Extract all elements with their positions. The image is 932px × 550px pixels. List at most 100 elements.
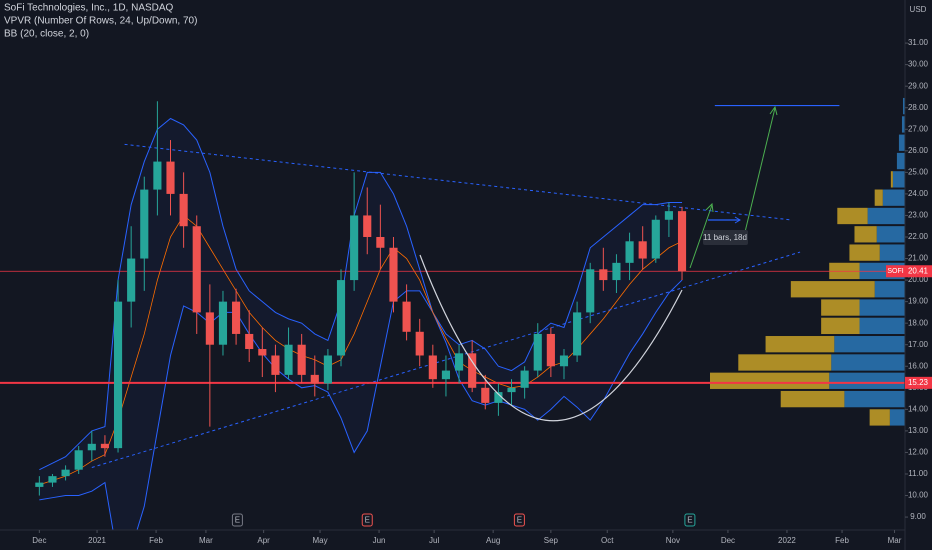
candle-body bbox=[323, 355, 332, 384]
candle-body bbox=[100, 443, 109, 449]
vp-up bbox=[859, 317, 905, 335]
symbol-label: SOFI bbox=[887, 268, 903, 275]
currency-label: USD bbox=[910, 5, 927, 14]
y-tick-label: 23.00 bbox=[908, 211, 929, 220]
y-tick-label: 12.00 bbox=[908, 448, 929, 457]
vp-up bbox=[901, 116, 905, 133]
y-tick-label: 28.00 bbox=[908, 103, 929, 112]
candle-body bbox=[520, 370, 529, 388]
candle-body bbox=[625, 241, 634, 263]
candle-body bbox=[533, 333, 542, 371]
candle-body bbox=[441, 370, 451, 380]
y-tick-label: 29.00 bbox=[908, 81, 929, 90]
candle-body bbox=[402, 301, 411, 332]
candle-body bbox=[507, 387, 516, 393]
earnings-marker bbox=[513, 513, 525, 527]
symbol-title: SoFi Technologies, Inc., 1D, NASDAQ bbox=[4, 3, 174, 14]
candle-body bbox=[153, 161, 162, 190]
y-tick-label: 14.00 bbox=[908, 404, 929, 413]
y-tick-label: 10.00 bbox=[908, 491, 929, 500]
vp-up bbox=[892, 171, 905, 188]
y-tick-label: 13.00 bbox=[908, 426, 929, 435]
arrow-head bbox=[705, 202, 714, 213]
candle-body bbox=[336, 280, 346, 356]
indicator-label: VPVR (Number Of Rows, 24, Up/Down, 70) bbox=[4, 16, 197, 27]
y-tick-label: 9.00 bbox=[910, 512, 926, 521]
vp-up bbox=[889, 409, 905, 426]
x-tick-label: Jun bbox=[373, 536, 386, 545]
earnings-marker bbox=[361, 513, 373, 527]
drawings: 11 bars, 18d bbox=[419, 105, 778, 422]
vp-down bbox=[837, 207, 868, 225]
x-tick-label: Aug bbox=[486, 536, 500, 545]
x-tick-label: Oct bbox=[601, 536, 614, 545]
vp-up bbox=[882, 189, 905, 206]
candle-body bbox=[363, 215, 372, 237]
bb-fill bbox=[39, 118, 683, 530]
candle-body bbox=[87, 443, 96, 451]
annotation: 11 bars, 18d bbox=[703, 233, 747, 242]
vp-up bbox=[834, 336, 905, 353]
y-tick-label: 25.00 bbox=[908, 167, 929, 176]
vp-down bbox=[849, 244, 880, 261]
candle-body bbox=[74, 450, 83, 470]
x-tick-label: Mar bbox=[199, 536, 213, 545]
y-tick-label: 27.00 bbox=[908, 124, 929, 133]
candle-body bbox=[35, 482, 44, 487]
candle-body bbox=[218, 301, 228, 345]
arrow-head bbox=[734, 216, 741, 224]
y-tick-label: 22.00 bbox=[908, 232, 929, 241]
vp-up bbox=[829, 372, 905, 389]
x-tick-label: Sep bbox=[544, 536, 559, 545]
candle-body bbox=[468, 353, 477, 388]
x-tick-label: 2021 bbox=[88, 536, 106, 545]
vp-down bbox=[780, 390, 845, 408]
x-tick-label: May bbox=[312, 536, 327, 545]
earnings-label: E bbox=[517, 516, 522, 525]
earnings-marker bbox=[684, 513, 696, 527]
vp-down bbox=[874, 189, 883, 206]
candle-body bbox=[284, 344, 293, 375]
earnings-marker bbox=[231, 513, 243, 527]
x-tick-label: Mar bbox=[888, 536, 902, 545]
vp-down bbox=[821, 317, 860, 335]
candle-body bbox=[166, 161, 175, 194]
y-tick-label: 31.00 bbox=[908, 38, 929, 47]
earnings-label: E bbox=[687, 516, 692, 525]
y-tick-label: 24.00 bbox=[908, 189, 929, 198]
vp-up bbox=[867, 207, 905, 225]
candle-body bbox=[664, 211, 673, 220]
y-tick-label: 19.00 bbox=[908, 297, 929, 306]
vp-down bbox=[890, 171, 893, 188]
vp-up bbox=[874, 281, 905, 298]
price-label: 20.41 bbox=[908, 266, 929, 275]
candle-body bbox=[205, 312, 214, 345]
annotation-box bbox=[703, 230, 748, 245]
candle-body bbox=[192, 226, 201, 313]
arrow-line bbox=[689, 204, 713, 269]
candle-body bbox=[546, 333, 555, 367]
candle-body bbox=[297, 344, 306, 375]
candle-body bbox=[677, 211, 687, 272]
candle-body bbox=[245, 333, 254, 350]
vp-down bbox=[710, 372, 830, 389]
candle-body bbox=[310, 374, 319, 384]
vp-down bbox=[765, 336, 835, 353]
candle-body bbox=[415, 331, 424, 356]
candle-body bbox=[232, 301, 241, 334]
vp-up bbox=[896, 152, 905, 170]
candle-body bbox=[559, 355, 569, 367]
cup-curve bbox=[419, 254, 683, 422]
candle-body bbox=[376, 236, 385, 248]
y-tick-label: 30.00 bbox=[908, 60, 929, 69]
vp-up bbox=[831, 354, 905, 371]
x-tick-label: Apr bbox=[257, 536, 270, 545]
indicator-label: BB (20, close, 2, 0) bbox=[4, 29, 89, 40]
x-tick-label: Feb bbox=[835, 536, 849, 545]
candle-body bbox=[494, 392, 503, 403]
x-tick-label: Dec bbox=[721, 536, 735, 545]
candle-body bbox=[638, 241, 647, 259]
y-tick-label: 26.00 bbox=[908, 146, 929, 155]
